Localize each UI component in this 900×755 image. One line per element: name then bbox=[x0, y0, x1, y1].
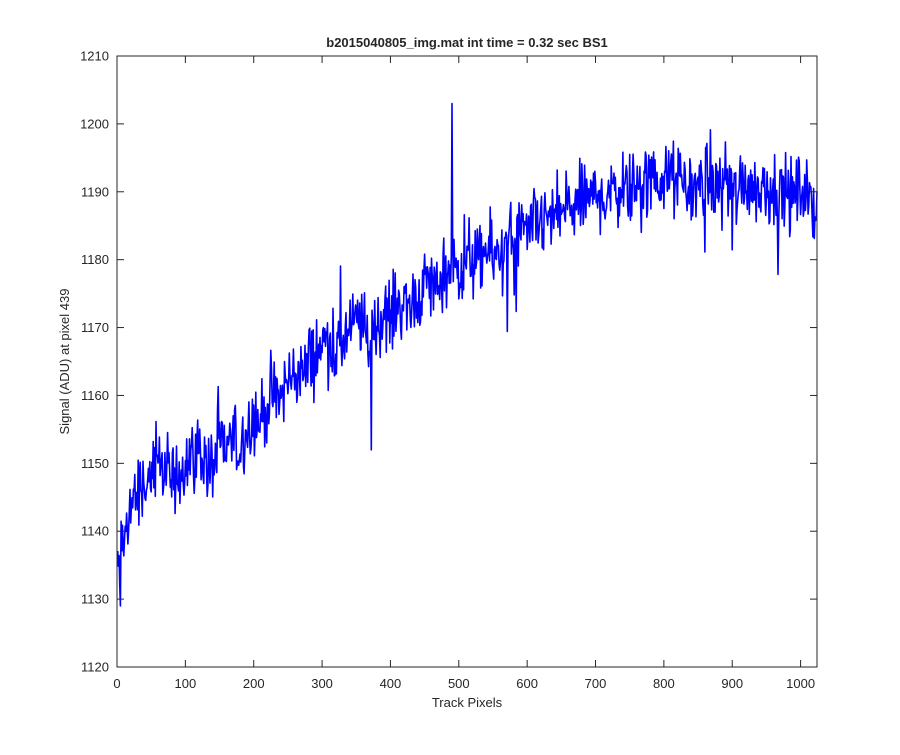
signal-series-line bbox=[116, 102, 818, 607]
x-axis-label: Track Pixels bbox=[432, 695, 503, 710]
plot-area: 0 100 200 300 400 500 600 700 800 900 1000 1120 1130… bbox=[80, 49, 818, 691]
x-tick-label: 300 bbox=[311, 676, 333, 691]
axes-box bbox=[116, 55, 818, 668]
x-tick-label: 400 bbox=[380, 676, 402, 691]
x-tick-label: 100 bbox=[175, 676, 197, 691]
x-tick-label: 0 bbox=[113, 676, 120, 691]
x-tick-label: 700 bbox=[585, 676, 607, 691]
y-tick-label: 1210 bbox=[80, 49, 109, 64]
series-group bbox=[116, 102, 818, 607]
x-tick-label: 1000 bbox=[786, 676, 815, 691]
y-tick-label: 1120 bbox=[81, 660, 109, 675]
y-tick-label: 1170 bbox=[81, 320, 109, 335]
y-tick-label: 1190 bbox=[81, 184, 109, 199]
chart-title: b2015040805_img.mat int time = 0.32 sec … bbox=[326, 35, 607, 50]
y-tick-label: 1140 bbox=[81, 524, 109, 539]
y-tick-label: 1200 bbox=[80, 116, 109, 131]
x-tick-label: 200 bbox=[243, 676, 265, 691]
y-axis-label: Signal (ADU) at pixel 439 bbox=[57, 289, 72, 435]
y-tick-label: 1150 bbox=[81, 456, 109, 471]
x-tick-label: 600 bbox=[516, 676, 538, 691]
x-tick-label: 800 bbox=[653, 676, 675, 691]
y-tick-label: 1180 bbox=[81, 252, 109, 267]
y-tick-label: 1160 bbox=[81, 388, 109, 403]
x-tick-label: 500 bbox=[448, 676, 470, 691]
ticks-group: 0 100 200 300 400 500 600 700 800 900 1000 1120 1130… bbox=[80, 49, 817, 691]
x-tick-label: 900 bbox=[721, 676, 743, 691]
y-tick-label: 1130 bbox=[81, 592, 109, 607]
